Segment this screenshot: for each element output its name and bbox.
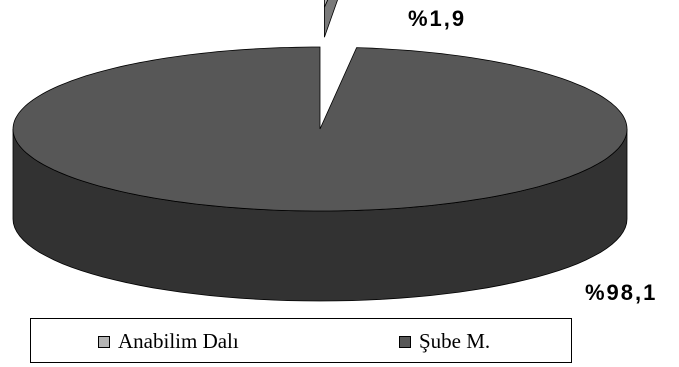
legend-swatch-anabilim-dali (98, 335, 110, 348)
legend-item-sube-m: Şube M. (399, 329, 490, 354)
data-label-sube-m: %98,1 (585, 280, 658, 305)
chart-legend: Anabilim Dalı Şube M. (30, 318, 572, 363)
pie-side-anabilim-dali (324, 0, 338, 38)
legend-item-anabilim-dali: Anabilim Dalı (98, 329, 239, 354)
pie-slice-sube-m (12, 46, 628, 212)
legend-label-sube-m: Şube M. (419, 329, 491, 353)
legend-label-anabilim-dali: Anabilim Dalı (118, 329, 239, 353)
data-label-anabilim-dali: %1,9 (408, 6, 467, 31)
pie-slice-anabilim-dali (324, 0, 329, 8)
legend-swatch-sube-m (399, 335, 411, 348)
